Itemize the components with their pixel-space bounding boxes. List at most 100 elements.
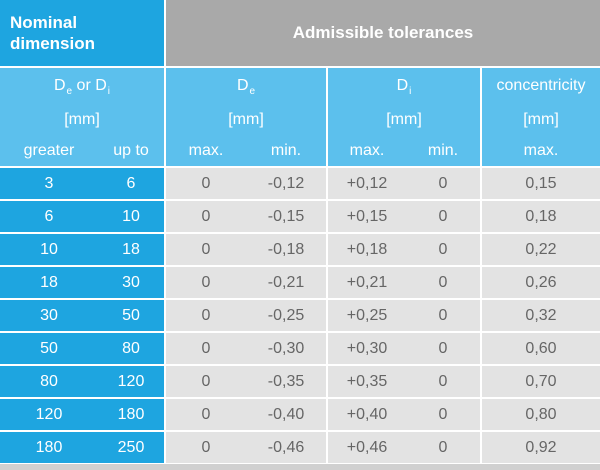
concentricity-cell: 0,70	[525, 372, 557, 390]
up-to-cell: 18	[122, 240, 140, 258]
di-min-cell: 0	[438, 339, 448, 357]
concentricity-cell: 0,22	[525, 240, 557, 258]
di-max-cell: +0,12	[346, 174, 388, 192]
up-to-cell: 250	[117, 438, 145, 456]
table-row-bg	[166, 267, 326, 298]
concentricity-max-label: max.	[523, 142, 559, 159]
concentricity-cell: 0,15	[525, 174, 557, 192]
greater-label: greater	[23, 142, 75, 159]
greater-cell: 3	[44, 174, 54, 192]
di-max-cell: +0,18	[346, 240, 388, 258]
de-max-cell: 0	[201, 174, 211, 192]
table-row-bg	[328, 333, 480, 364]
de-min-cell: -0,40	[267, 405, 305, 423]
table-row-bg	[166, 333, 326, 364]
de-max-cell: 0	[201, 405, 211, 423]
greater-cell: 6	[44, 207, 54, 225]
unit-label-nominal: [mm]	[64, 111, 100, 128]
di-max-cell: +0,35	[346, 372, 388, 390]
up-to-cell: 80	[122, 339, 140, 357]
concentricity-cell: 0,60	[525, 339, 557, 357]
table-row-bg	[166, 201, 326, 232]
concentricity-cell: 0,92	[525, 438, 557, 456]
de-min-cell: -0,46	[267, 438, 305, 456]
admissible-tolerances-header: Admissible tolerances	[166, 0, 600, 66]
de-min-cell: -0,12	[267, 174, 305, 192]
up-to-cell: 6	[126, 174, 136, 192]
table-row-bg	[328, 399, 480, 430]
table-row	[0, 267, 164, 298]
table-row	[0, 300, 164, 331]
di-min-cell: 0	[438, 240, 448, 258]
de-max-label: max.	[188, 142, 224, 159]
up-to-cell: 180	[117, 405, 145, 423]
di-max-cell: +0,25	[346, 306, 388, 324]
table-row-bg	[328, 366, 480, 397]
greater-cell: 80	[40, 372, 58, 390]
de-max-cell: 0	[201, 372, 211, 390]
concentricity-cell: 0,32	[525, 306, 557, 324]
greater-cell: 180	[35, 438, 63, 456]
greater-cell: 10	[40, 240, 58, 258]
di-max-cell: +0,46	[346, 438, 388, 456]
greater-cell: 120	[35, 405, 63, 423]
table-row-bg	[328, 267, 480, 298]
di-min-cell: 0	[438, 438, 448, 456]
di-min-label: min.	[427, 142, 459, 159]
di-max-label: max.	[349, 142, 385, 159]
de-min-cell: -0,30	[267, 339, 305, 357]
table-row-bg	[166, 399, 326, 430]
up-to-cell: 120	[117, 372, 145, 390]
table-row-bg	[166, 366, 326, 397]
concentricity-cell: 0,18	[525, 207, 557, 225]
de-subheader	[166, 68, 326, 166]
de-min-cell: -0,21	[267, 273, 305, 291]
di-min-cell: 0	[438, 207, 448, 225]
di-max-cell: +0,15	[346, 207, 388, 225]
concentricity-cell: 0,26	[525, 273, 557, 291]
up-to-cell: 10	[122, 207, 140, 225]
nominal-subheader	[0, 68, 164, 166]
table-row-bg	[328, 234, 480, 265]
table-row-bg	[482, 267, 600, 298]
greater-cell: 30	[40, 306, 58, 324]
table-row-bg	[166, 168, 326, 199]
up-to-cell: 50	[122, 306, 140, 324]
table-row-bg	[328, 432, 480, 463]
concentricity-label: concentricity	[496, 77, 586, 94]
table-row-bg	[482, 432, 600, 463]
di-min-cell: 0	[438, 174, 448, 192]
table-row	[0, 234, 164, 265]
de-min-label: min.	[270, 142, 302, 159]
table-row	[0, 432, 164, 463]
table-row-bg	[482, 234, 600, 265]
di-min-cell: 0	[438, 405, 448, 423]
table-row	[0, 201, 164, 232]
di-subheader	[328, 68, 480, 166]
table-row-bg	[328, 300, 480, 331]
di-min-cell: 0	[438, 372, 448, 390]
nominal-dimension-label: Nominal dimension	[10, 13, 96, 53]
greater-cell: 18	[40, 273, 58, 291]
de-min-cell: -0,15	[267, 207, 305, 225]
table-row	[0, 333, 164, 364]
concentricity-subheader	[482, 68, 600, 166]
table-row-bg	[482, 333, 600, 364]
table-row-bg	[328, 168, 480, 199]
table-row-bg	[166, 300, 326, 331]
up-to-cell: 30	[122, 273, 140, 291]
de-max-cell: 0	[201, 207, 211, 225]
di-max-cell: +0,40	[346, 405, 388, 423]
unit-label-concentricity: [mm]	[523, 111, 559, 128]
di-max-cell: +0,30	[346, 339, 388, 357]
table-row	[0, 168, 164, 199]
table-row-bg	[166, 234, 326, 265]
table-row-bg	[482, 399, 600, 430]
table-row-bg	[482, 168, 600, 199]
concentricity-cell: 0,80	[525, 405, 557, 423]
di-max-cell: +0,21	[346, 273, 388, 291]
